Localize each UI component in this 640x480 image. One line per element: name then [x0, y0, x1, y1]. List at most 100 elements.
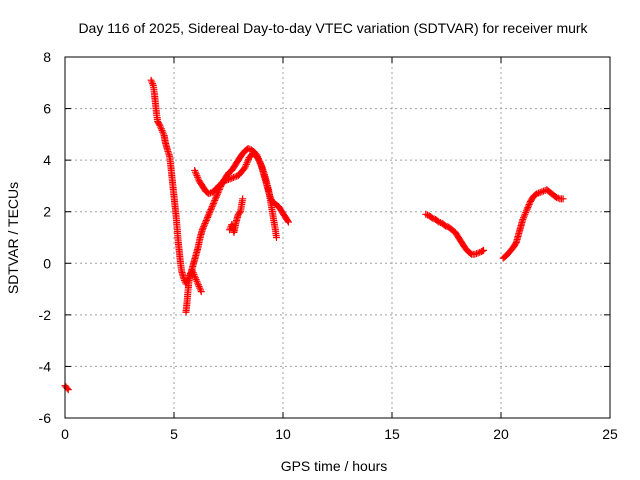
data-point-marker [519, 215, 527, 223]
data-point-marker [241, 164, 249, 172]
data-point-marker [441, 222, 449, 230]
data-point-marker [155, 120, 163, 128]
data-point-marker [524, 204, 532, 212]
x-tick-label: 0 [61, 426, 69, 442]
x-tick-label: 5 [170, 426, 178, 442]
data-point-marker [533, 190, 541, 198]
data-point-marker [255, 156, 263, 164]
data-point-marker [256, 158, 264, 166]
x-axis-label: GPS time / hours [281, 458, 388, 474]
data-point-marker [148, 78, 156, 86]
data-point-marker [210, 198, 218, 206]
data-point-marker [64, 386, 72, 394]
data-point-marker [197, 286, 205, 294]
data-point-marker [520, 212, 528, 220]
data-point-marker [257, 161, 265, 169]
series-segment-6 [422, 210, 488, 258]
data-point-marker [193, 172, 201, 180]
data-point-marker [193, 277, 201, 285]
data-point-marker [158, 126, 166, 134]
data-point-marker [204, 213, 212, 221]
plot-frame [64, 56, 611, 419]
data-point-marker [202, 216, 210, 224]
data-point-marker [554, 194, 562, 202]
data-point-marker [213, 192, 221, 200]
data-point-marker [472, 250, 480, 258]
data-point-marker [204, 212, 212, 220]
data-point-marker [209, 199, 217, 207]
y-tick-label: 2 [43, 204, 51, 220]
data-point-marker [284, 218, 292, 226]
data-point-marker [209, 201, 217, 209]
data-point-marker [203, 215, 211, 223]
data-point-marker [213, 190, 221, 198]
data-point-marker [194, 281, 202, 289]
data-point-marker [194, 175, 202, 183]
data-point-marker [207, 206, 215, 214]
data-point-marker [198, 226, 206, 234]
data-point-marker [522, 207, 530, 215]
data-point-marker [256, 159, 264, 167]
data-point-marker [522, 209, 530, 217]
data-point-marker [205, 190, 213, 198]
data-point-marker [422, 210, 430, 218]
data-point-marker [199, 224, 207, 232]
data-point-marker [206, 209, 214, 217]
data-point-marker [156, 121, 164, 129]
data-point-marker [211, 195, 219, 203]
data-point-marker [208, 203, 216, 211]
y-tick-label: 4 [43, 152, 51, 168]
data-point-marker [192, 170, 200, 178]
tick-labels: 0 5 10 15 20 25 -6 -4 -2 0 2 4 6 8 [39, 49, 618, 442]
y-tick-label: -4 [39, 358, 52, 374]
data-point-marker [478, 247, 486, 255]
data-point-marker [525, 200, 533, 208]
data-point-marker [192, 276, 200, 284]
data-point-marker [194, 173, 202, 181]
data-point-marker [149, 80, 157, 88]
data-point-marker [200, 223, 208, 231]
data-point-marker [242, 162, 250, 170]
data-point-marker [244, 145, 252, 153]
series-segment-5 [226, 195, 247, 236]
y-tick-label: 0 [43, 255, 51, 271]
series-segment-7 [499, 186, 567, 262]
data-point-marker [239, 195, 247, 203]
y-tick-label: -6 [39, 410, 52, 426]
data-point-marker [538, 188, 546, 196]
data-point-marker [229, 174, 237, 182]
data-point-marker [194, 279, 202, 287]
data-point-marker [159, 128, 167, 136]
data-point-marker [536, 188, 544, 196]
data-point-marker [221, 177, 229, 185]
data-point-marker [225, 175, 232, 183]
data-point-marker [520, 214, 528, 222]
x-tick-label: 20 [493, 426, 509, 442]
data-point-marker [212, 193, 220, 201]
data-point-marker [226, 175, 234, 183]
data-point-marker [435, 218, 443, 226]
data-point-marker [521, 210, 529, 218]
data-point-marker [207, 204, 215, 212]
y-tick-label: -2 [39, 307, 52, 323]
data-point-marker [235, 209, 243, 217]
data-point-marker [535, 189, 543, 197]
data-point-marker [147, 76, 155, 84]
data-point-marker [223, 176, 231, 184]
data-point-marker [197, 288, 205, 296]
data-point-marker [228, 174, 236, 182]
data-point-marker [201, 220, 209, 228]
data-point-marker [231, 173, 239, 181]
data-point-marker [559, 195, 567, 203]
y-axis-label: SDTVAR / TECUs [5, 182, 21, 294]
y-tick-label: 8 [43, 49, 51, 65]
data-point-marker [243, 159, 251, 167]
y-tick-label: 6 [43, 101, 51, 117]
chart-title: Day 116 of 2025, Sidereal Day-to-day VTE… [78, 20, 588, 36]
data-point-marker [191, 166, 199, 174]
x-tick-label: 25 [602, 426, 618, 442]
data-point-marker [471, 250, 479, 258]
